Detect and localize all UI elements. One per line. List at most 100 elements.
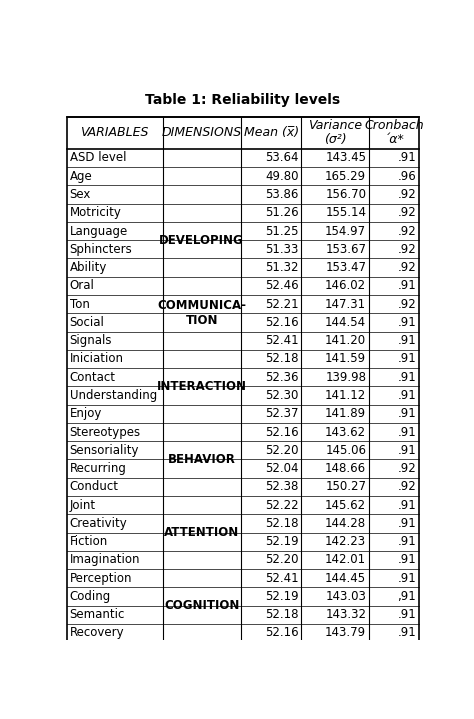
- Text: 165.29: 165.29: [325, 170, 366, 183]
- Text: ATTENTION: ATTENTION: [164, 526, 239, 539]
- Text: Sensoriality: Sensoriality: [70, 444, 139, 457]
- Text: .92: .92: [398, 298, 416, 311]
- Text: .91: .91: [398, 389, 416, 402]
- Text: 51.25: 51.25: [265, 224, 299, 237]
- Text: Recurring: Recurring: [70, 462, 127, 475]
- Text: 52.41: 52.41: [265, 572, 299, 585]
- Text: 52.46: 52.46: [265, 280, 299, 293]
- Text: 143.03: 143.03: [325, 590, 366, 603]
- Text: 52.19: 52.19: [265, 590, 299, 603]
- Text: 156.70: 156.70: [325, 188, 366, 201]
- Text: 52.18: 52.18: [265, 608, 299, 621]
- Text: Mean (x̅): Mean (x̅): [244, 127, 299, 139]
- Text: 144.54: 144.54: [325, 316, 366, 329]
- Text: 154.97: 154.97: [325, 224, 366, 237]
- Text: 143.32: 143.32: [325, 608, 366, 621]
- Text: Table 1: Reliability levels: Table 1: Reliability levels: [146, 93, 340, 107]
- Text: 52.19: 52.19: [265, 535, 299, 548]
- Text: 52.37: 52.37: [265, 407, 299, 420]
- Text: 150.27: 150.27: [325, 480, 366, 493]
- Text: .91: .91: [398, 572, 416, 585]
- Text: Ton: Ton: [70, 298, 90, 311]
- Text: Iniciation: Iniciation: [70, 352, 124, 365]
- Text: .91: .91: [398, 535, 416, 548]
- Text: 52.41: 52.41: [265, 334, 299, 347]
- Text: 141.20: 141.20: [325, 334, 366, 347]
- Text: 53.64: 53.64: [265, 152, 299, 165]
- Text: Fiction: Fiction: [70, 535, 108, 548]
- Text: .91: .91: [398, 444, 416, 457]
- Text: 146.02: 146.02: [325, 280, 366, 293]
- Text: 155.14: 155.14: [325, 206, 366, 219]
- Text: .91: .91: [398, 498, 416, 512]
- Text: 52.36: 52.36: [265, 371, 299, 384]
- Text: Social: Social: [70, 316, 104, 329]
- Text: 52.22: 52.22: [265, 498, 299, 512]
- Text: .91: .91: [398, 334, 416, 347]
- Text: .92: .92: [398, 224, 416, 237]
- Text: Creativity: Creativity: [70, 517, 128, 530]
- Text: 153.47: 153.47: [325, 261, 366, 274]
- Text: Recovery: Recovery: [70, 626, 124, 639]
- Text: Ability: Ability: [70, 261, 107, 274]
- Text: .92: .92: [398, 480, 416, 493]
- Text: Contact: Contact: [70, 371, 116, 384]
- Text: COGNITION: COGNITION: [164, 599, 239, 612]
- Text: .91: .91: [398, 626, 416, 639]
- Text: 49.80: 49.80: [265, 170, 299, 183]
- Text: .91: .91: [398, 352, 416, 365]
- Text: INTERACTION: INTERACTION: [157, 380, 246, 393]
- Text: .92: .92: [398, 261, 416, 274]
- Text: 52.04: 52.04: [265, 462, 299, 475]
- Text: .92: .92: [398, 243, 416, 256]
- Text: Joint: Joint: [70, 498, 96, 512]
- Text: Oral: Oral: [70, 280, 94, 293]
- Text: 143.79: 143.79: [325, 626, 366, 639]
- Text: BEHAVIOR: BEHAVIOR: [168, 453, 236, 466]
- Text: Conduct: Conduct: [70, 480, 118, 493]
- Text: 52.21: 52.21: [265, 298, 299, 311]
- Text: .92: .92: [398, 188, 416, 201]
- Text: 148.66: 148.66: [325, 462, 366, 475]
- Text: 52.18: 52.18: [265, 517, 299, 530]
- Text: .91: .91: [398, 608, 416, 621]
- Text: Sex: Sex: [70, 188, 91, 201]
- Text: Semantic: Semantic: [70, 608, 125, 621]
- Text: 144.28: 144.28: [325, 517, 366, 530]
- Text: 52.16: 52.16: [265, 316, 299, 329]
- Text: .92: .92: [398, 206, 416, 219]
- Text: Coding: Coding: [70, 590, 111, 603]
- Text: 52.38: 52.38: [265, 480, 299, 493]
- Text: 143.62: 143.62: [325, 426, 366, 439]
- Text: 52.18: 52.18: [265, 352, 299, 365]
- Text: DIMENSIONS: DIMENSIONS: [162, 127, 242, 139]
- Text: .91: .91: [398, 517, 416, 530]
- Text: .91: .91: [398, 554, 416, 567]
- Text: 53.86: 53.86: [265, 188, 299, 201]
- Text: VARIABLES: VARIABLES: [81, 127, 149, 139]
- Text: Motricity: Motricity: [70, 206, 121, 219]
- Text: 52.16: 52.16: [265, 426, 299, 439]
- Text: ASD level: ASD level: [70, 152, 126, 165]
- Text: Signals: Signals: [70, 334, 112, 347]
- Text: Language: Language: [70, 224, 128, 237]
- Text: 153.67: 153.67: [325, 243, 366, 256]
- Text: .96: .96: [398, 170, 416, 183]
- Text: Perception: Perception: [70, 572, 132, 585]
- Text: 142.23: 142.23: [325, 535, 366, 548]
- Text: 52.16: 52.16: [265, 626, 299, 639]
- Text: 141.12: 141.12: [325, 389, 366, 402]
- Text: Imagination: Imagination: [70, 554, 140, 567]
- Text: .92: .92: [398, 462, 416, 475]
- Text: .91: .91: [398, 280, 416, 293]
- Text: 145.06: 145.06: [325, 444, 366, 457]
- Text: 144.45: 144.45: [325, 572, 366, 585]
- Text: Sphincters: Sphincters: [70, 243, 132, 256]
- Text: 142.01: 142.01: [325, 554, 366, 567]
- Text: 51.32: 51.32: [265, 261, 299, 274]
- Text: 51.26: 51.26: [265, 206, 299, 219]
- Text: ,91: ,91: [398, 590, 416, 603]
- Text: .91: .91: [398, 426, 416, 439]
- Text: .91: .91: [398, 371, 416, 384]
- Text: Cronbach: Cronbach: [365, 119, 424, 132]
